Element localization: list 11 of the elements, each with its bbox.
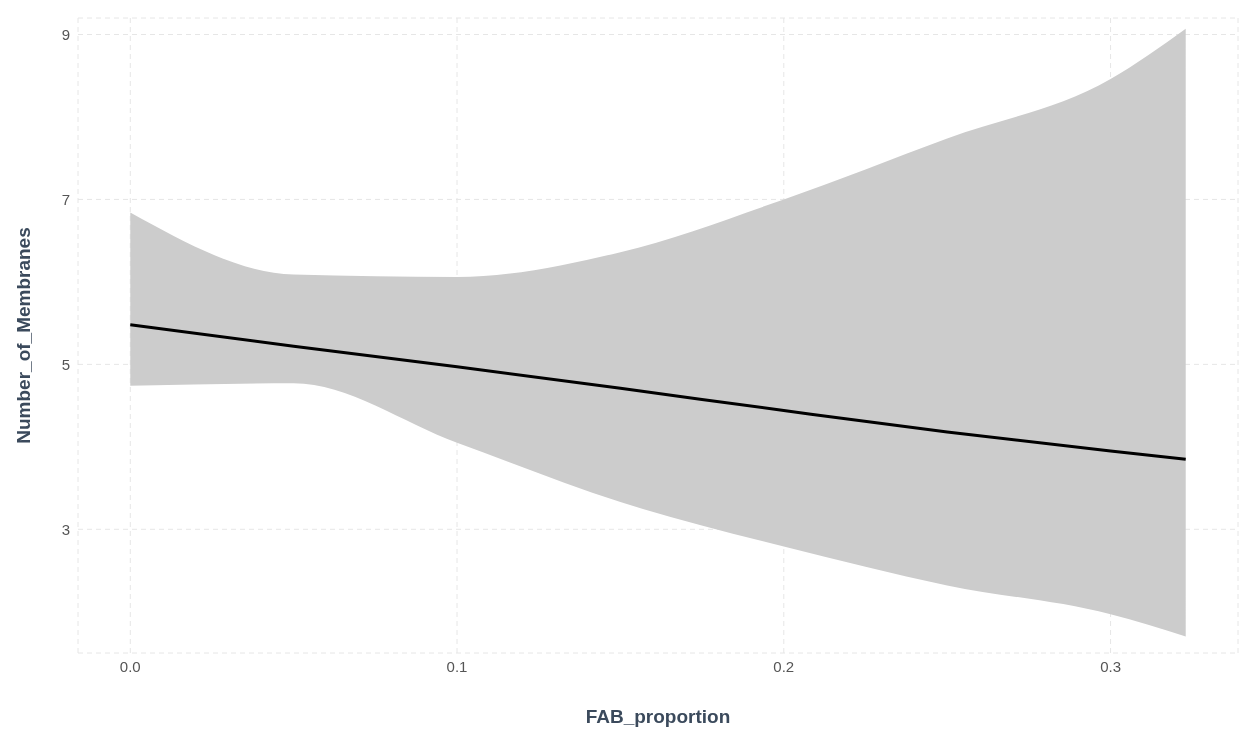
- y-tick-label: 9: [61, 25, 70, 43]
- y-tick-label: 5: [61, 355, 70, 373]
- x-tick-label: 0.0: [119, 657, 141, 675]
- y-tick-label: 3: [61, 520, 70, 538]
- x-tick-label: 0.2: [773, 657, 795, 675]
- y-tick-label: 7: [61, 190, 70, 208]
- x-tick-label: 0.1: [446, 657, 468, 675]
- line-series: [128, 323, 1188, 461]
- y-axis-title: Number_of_Membranes: [12, 227, 34, 444]
- x-tick-label: 0.3: [1100, 657, 1121, 675]
- x-axis-title: FAB_proportion: [585, 706, 731, 727]
